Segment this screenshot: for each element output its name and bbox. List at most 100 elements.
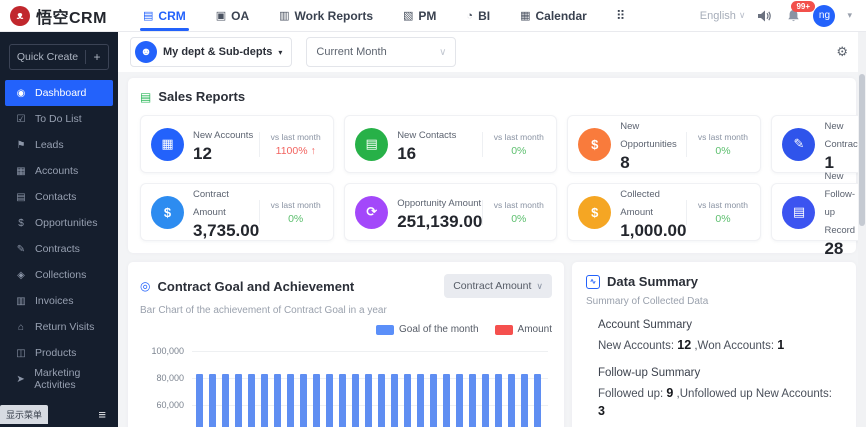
kpi-card-new-contracts[interactable]: ✎ New Contracts 1 vs last month 0%	[771, 115, 866, 173]
oa-icon: ▣	[215, 10, 227, 22]
collapse-menu-icon[interactable]: ≡	[98, 406, 106, 422]
notification-badge: 99+	[791, 0, 816, 12]
kpi-card-new-accounts[interactable]: ▦ New Accounts 12 vs last month 1100% ↑	[140, 115, 335, 173]
sidebar-item-opportunities[interactable]: $ Opportunities	[0, 210, 118, 236]
nav-item-work-reports[interactable]: ▥ Work Reports	[279, 8, 374, 23]
sidebar-item-to-do-list[interactable]: ☑ To Do List	[16, 113, 82, 125]
section-title: Sales Reports	[158, 89, 246, 104]
user-avatar[interactable]: ng	[813, 4, 836, 27]
chevron-down-icon: ∨	[536, 280, 543, 291]
apps-grid-icon[interactable]: ⠿	[615, 7, 626, 23]
opportunity-icon: $	[578, 127, 612, 161]
contract-amount-dropdown[interactable]: Contract Amount ∨	[444, 274, 552, 298]
notifications-bell-icon[interactable]: 99+	[785, 0, 816, 24]
accounts-icon: ▦	[16, 165, 26, 177]
kpi-delta: 0%	[288, 212, 304, 225]
y-axis-tick: 80,000	[156, 373, 184, 383]
contract-icon: ✎	[782, 127, 816, 161]
contract-goal-panel: ◎ Contract Goal and Achievement Contract…	[128, 262, 564, 427]
kpi-card-opportunity-amount[interactable]: ⟳ Opportunity Amount 251,139.00 vs last …	[344, 183, 558, 241]
kpi-value: 8	[620, 152, 630, 172]
chevron-down-icon: ∨	[439, 46, 447, 58]
kpi-delta: 0%	[715, 144, 731, 157]
contacts-icon: ▤	[355, 127, 389, 161]
kpi-delta: 0%	[511, 212, 527, 225]
brand[interactable]: ᴥ 悟空CRM	[0, 4, 118, 28]
contracts-icon: ✎	[16, 243, 26, 255]
nav-item-oa[interactable]: ▣ OA	[215, 8, 250, 23]
chart-subtitle: Bar Chart of the achievement of Contract…	[140, 305, 387, 316]
sidebar-item-collections[interactable]: ◈ Collections	[0, 262, 118, 288]
charts-row: ◎ Contract Goal and Achievement Contract…	[128, 262, 856, 427]
sidebar-item-contacts[interactable]: ▤ Contacts	[16, 191, 77, 203]
quick-create-button[interactable]: Quick Create +	[9, 44, 109, 70]
sidebar-menu: ◉ Dashboard ☑ To Do List ⚑ Leads ▦ Accou…	[0, 80, 118, 401]
money-bag-icon: $	[151, 195, 184, 229]
collections-icon: ◈	[17, 269, 25, 281]
gridline	[192, 351, 548, 352]
dashboard-icon: ◉	[16, 87, 26, 99]
y-axis-tick: 100,000	[151, 346, 184, 356]
kpi-value: 1,000.00	[620, 220, 687, 240]
sidebar-item-accounts[interactable]: ▦ Accounts	[16, 165, 79, 177]
nav-item-crm[interactable]: ▤ CRM	[130, 0, 199, 31]
sales-reports-panel: ▤ Sales Reports ▦ New Accounts 12 vs las…	[128, 78, 866, 258]
target-icon: ◎	[140, 279, 151, 293]
sidebar-item-contracts[interactable]: ✎ Contracts	[16, 243, 80, 255]
contacts-icon: ▤	[16, 191, 26, 203]
top-bar: ᴥ 悟空CRM ▤ CRM ▣ OA ▥ Work Reports ▧ PM ◔	[0, 0, 866, 32]
bi-icon: ◔	[466, 9, 474, 22]
settings-gear-icon[interactable]: ⚙	[836, 44, 848, 59]
sales-reports-header: ▤ Sales Reports	[140, 89, 844, 104]
chevron-down-icon: ∨	[738, 10, 746, 20]
section-title: Data Summary	[607, 274, 699, 289]
kpi-card-contract-amount[interactable]: $ Contract Amount 3,735.00 vs last month…	[140, 183, 335, 241]
plus-icon[interactable]: +	[93, 50, 101, 64]
kpi-delta: 1100% ↑	[275, 144, 316, 157]
crm-icon: ▤	[143, 10, 154, 22]
kpi-value: 12	[193, 143, 212, 163]
sidebar-item-invoices[interactable]: ▥ Invoices	[16, 295, 74, 307]
brand-name: 悟空CRM	[36, 9, 107, 27]
leads-icon: ⚑	[16, 139, 26, 151]
kpi-card-new-opportunities[interactable]: $ New Opportunities 8 vs last month 0%	[567, 115, 762, 173]
bar-chart: 100,000 80,000 60,000 40,000	[140, 341, 552, 427]
kpi-card-collected-amount[interactable]: $ Collected Amount 1,000.00 vs last mont…	[567, 183, 762, 241]
pm-icon: ▧	[403, 10, 414, 22]
kpi-cards-grid: ▦ New Accounts 12 vs last month 1100% ↑ …	[140, 115, 866, 258]
sidebar-item-marketing-activities[interactable]: ➤ Marketing Activities	[16, 367, 81, 391]
nav-item-calendar[interactable]: ▦ Calendar	[520, 8, 587, 23]
speaker-icon[interactable]	[757, 8, 773, 24]
sidebar-item-dashboard[interactable]: ◉ Dashboard	[5, 80, 113, 106]
kpi-delta: 0%	[511, 144, 527, 157]
money-bag-icon: $	[578, 195, 612, 229]
scrollbar-thumb[interactable]	[859, 74, 865, 226]
clipboard-icon: ▤	[782, 195, 816, 229]
period-select[interactable]: Current Month ∨	[306, 37, 457, 67]
nav-item-bi[interactable]: ◔ BI	[466, 8, 491, 23]
top-right-controls: English ∨ 99+ ng ▾	[699, 0, 866, 27]
sync-icon: ⟳	[355, 195, 389, 229]
show-menu-tooltip: 显示菜单	[0, 404, 49, 424]
legend-swatch	[494, 324, 513, 335]
legend-amount[interactable]: Amount	[494, 324, 552, 335]
sidebar-item-products[interactable]: ◫ Products	[16, 347, 77, 359]
kpi-card-new-contacts[interactable]: ▤ New Contacts 16 vs last month 0%	[344, 115, 558, 173]
calendar-icon: ▦	[520, 10, 531, 22]
dept-filter-dropdown[interactable]: ☻ My dept & Sub-depts ▾	[130, 37, 293, 67]
wukong-logo-icon: ᴥ	[10, 5, 30, 26]
clipboard-icon: ▤	[140, 89, 152, 104]
sidebar-item-return-visits[interactable]: ⌂ Return Visits	[0, 314, 118, 340]
kpi-value: 28	[824, 238, 844, 258]
sidebar-item-leads[interactable]: ⚑ Leads	[16, 139, 64, 151]
nav-item-pm[interactable]: ▧ PM	[403, 8, 437, 23]
kpi-card-new-follow-up-record[interactable]: ▤ New Follow-up Record 28 vs last month …	[771, 171, 866, 258]
vertical-scrollbar[interactable]	[858, 32, 866, 427]
legend-goal[interactable]: Goal of the month	[376, 324, 479, 335]
user-menu-caret-icon[interactable]: ▾	[847, 10, 852, 20]
language-selector[interactable]: English ∨	[699, 9, 746, 22]
marketing-icon: ➤	[16, 373, 25, 385]
accounts-icon: ▦	[151, 127, 184, 161]
account-summary-section: Account Summary New Accounts: 12 ,Won Ac…	[598, 319, 842, 355]
summary-line: New Accounts: 12 ,Won Accounts: 1	[598, 338, 785, 352]
